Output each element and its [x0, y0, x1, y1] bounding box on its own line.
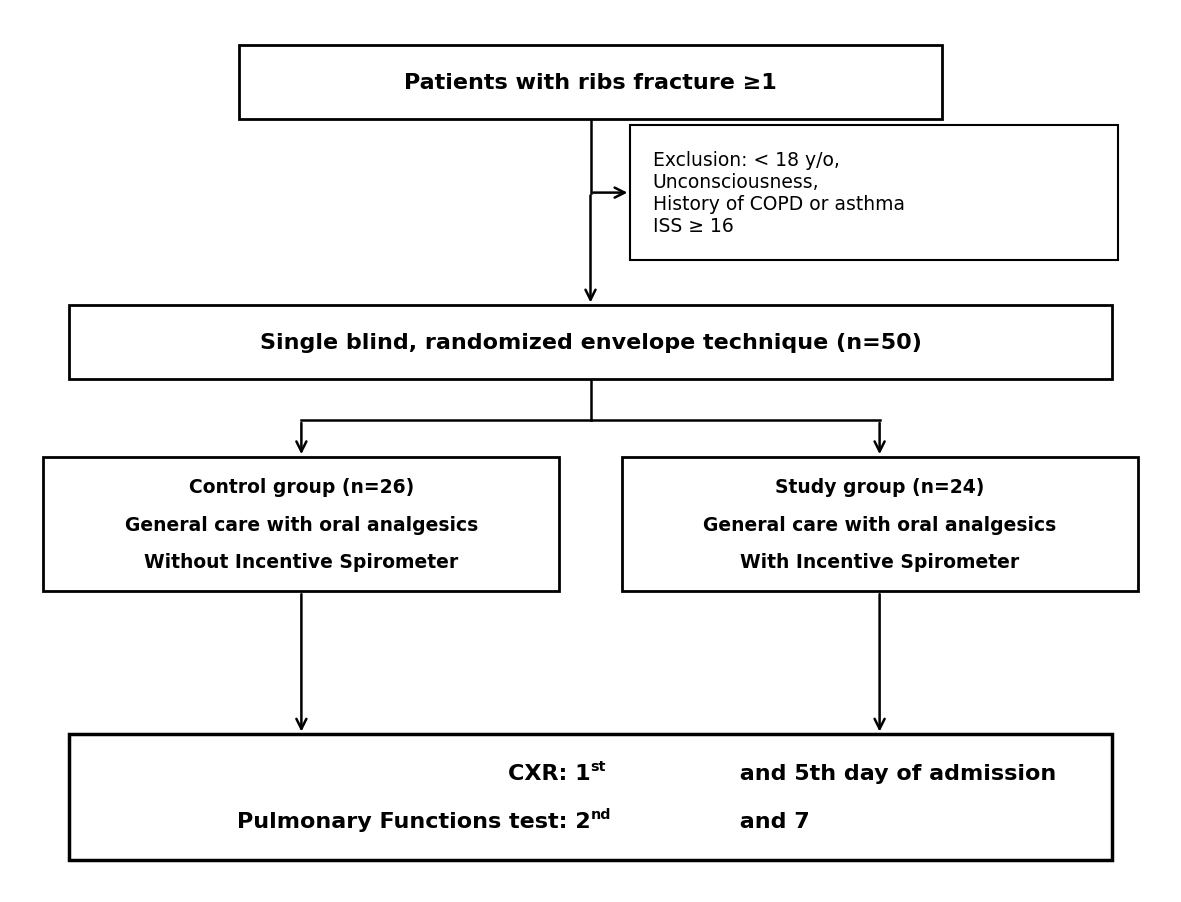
- Text: Study group (n=24): Study group (n=24): [775, 477, 984, 496]
- FancyBboxPatch shape: [44, 457, 560, 592]
- Text: CXR: 1: CXR: 1: [508, 763, 590, 784]
- FancyBboxPatch shape: [621, 457, 1137, 592]
- Text: st: st: [590, 759, 606, 773]
- FancyBboxPatch shape: [239, 46, 942, 120]
- Text: and 5th day of admission: and 5th day of admission: [732, 763, 1056, 784]
- Text: nd: nd: [590, 806, 611, 821]
- Text: General care with oral analgesics: General care with oral analgesics: [125, 515, 478, 534]
- Text: Patients with ribs fracture ≥1: Patients with ribs fracture ≥1: [404, 73, 777, 93]
- Text: Exclusion: < 18 y/o,
Unconsciousness,
History of COPD or asthma
ISS ≥ 16: Exclusion: < 18 y/o, Unconsciousness, Hi…: [653, 151, 905, 235]
- Text: With Incentive Spirometer: With Incentive Spirometer: [740, 553, 1019, 572]
- FancyBboxPatch shape: [631, 126, 1117, 261]
- FancyBboxPatch shape: [68, 734, 1113, 861]
- Text: Single blind, randomized envelope technique (n=50): Single blind, randomized envelope techni…: [260, 333, 921, 353]
- Text: Control group (n=26): Control group (n=26): [189, 477, 415, 496]
- Text: General care with oral analgesics: General care with oral analgesics: [703, 515, 1056, 534]
- Text: and 7: and 7: [732, 811, 810, 832]
- Text: Without Incentive Spirometer: Without Incentive Spirometer: [144, 553, 458, 572]
- FancyBboxPatch shape: [68, 306, 1113, 380]
- Text: Pulmonary Functions test: 2: Pulmonary Functions test: 2: [237, 811, 590, 832]
